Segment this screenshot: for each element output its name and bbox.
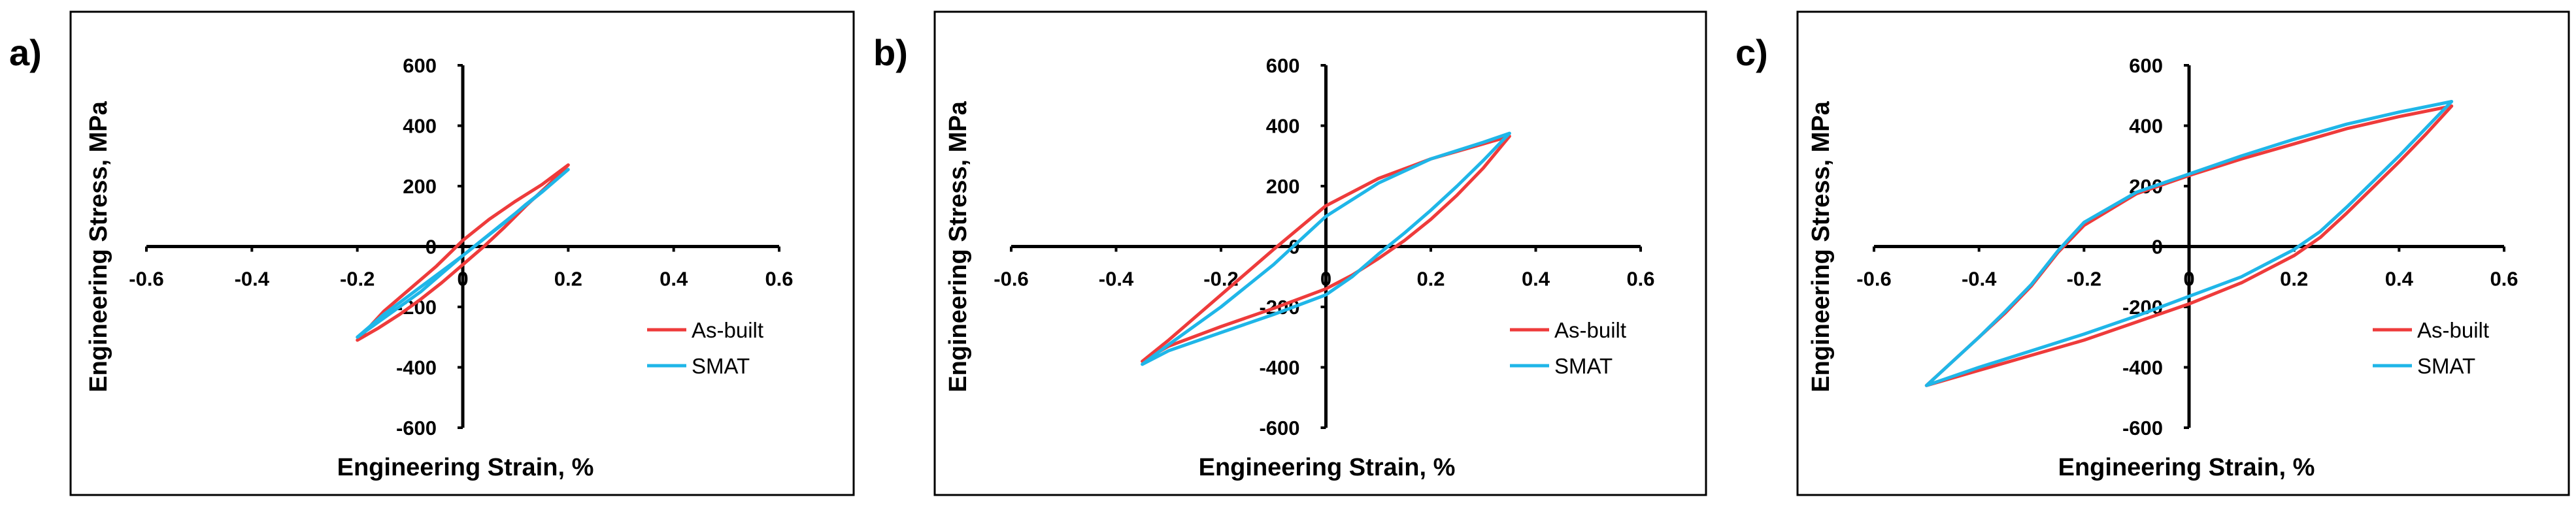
panel-a-x-tick-label: 0 xyxy=(457,268,468,291)
panel-c-legend-label-as-built: As-built xyxy=(2417,318,2489,342)
panel-b-legend-label-as-built: As-built xyxy=(1554,318,1626,342)
panel-a-label: a) xyxy=(9,32,42,73)
panel-a: a) Engineering Stress, MPa Engineering S… xyxy=(9,10,855,496)
panel-b-series xyxy=(1141,131,1511,366)
panel-b-x-tick-label: 0.6 xyxy=(1626,268,1654,291)
panel-b-series-as-built xyxy=(1141,135,1511,363)
panel-a-y-tick-label: 400 xyxy=(403,115,437,138)
panel-a-x-tick-label: 0.2 xyxy=(554,268,582,291)
panel-a-y-tick-label: 0 xyxy=(426,236,437,259)
panel-a-legend: As-built SMAT xyxy=(647,318,763,378)
panel-b-axes xyxy=(1010,64,1642,429)
panel-a-y-tick-label: 200 xyxy=(403,175,437,198)
panel-b-y-tick-label: 200 xyxy=(1266,175,1300,198)
panel-c-y-tick-label: 0 xyxy=(2152,236,2163,259)
panel-a-legend-label-as-built: As-built xyxy=(692,318,763,342)
panel-b: b) Engineering Stress, MPa Engineering S… xyxy=(873,10,1707,496)
panel-c-y-axis-title: Engineering Stress, MPa xyxy=(1807,101,1835,392)
panel-a-series-smat xyxy=(356,168,570,339)
panel-c-x-tick-label: -0.4 xyxy=(1962,268,1997,291)
panel-b-frame xyxy=(933,10,1707,496)
panel-b-x-tick-label: 0.2 xyxy=(1416,268,1445,291)
panel-c-x-tick-label: 0.4 xyxy=(2385,268,2414,291)
panel-a-tick-labels: -0.6 -0.4 -0.2 0 0.2 0.4 0.66004002000-200-400… xyxy=(129,54,793,439)
panel-a-x-tick-label: 0.6 xyxy=(765,268,793,291)
panel-b-y-tick-label: 600 xyxy=(1266,54,1300,77)
panel-a-x-tick-label: -0.2 xyxy=(340,268,375,291)
panel-a-x-tick-label: -0.4 xyxy=(235,268,270,291)
panel-a-y-tick-label: -400 xyxy=(396,357,437,379)
panel-c-y-tick-label: -400 xyxy=(2122,357,2163,379)
panel-a-y-tick-label: -600 xyxy=(396,417,437,439)
panel-b-y-tick-label: -600 xyxy=(1259,417,1299,439)
panel-c-axes xyxy=(1873,64,2505,429)
panel-c-label: c) xyxy=(1735,32,1768,73)
panel-a-x-axis-title: Engineering Strain, % xyxy=(337,454,594,481)
panel-c-x-tick-label: -0.6 xyxy=(1856,268,1891,291)
panel-c-x-axis-title: Engineering Strain, % xyxy=(2058,454,2315,481)
panel-b-x-tick-label: 0.4 xyxy=(1522,268,1550,291)
panel-c-y-tick-label: 600 xyxy=(2129,54,2163,77)
panel-b-x-tick-label: -0.4 xyxy=(1099,268,1134,291)
panel-c-x-tick-label: 0.2 xyxy=(2280,268,2308,291)
panel-c-x-tick-label: 0.6 xyxy=(2490,268,2518,291)
panel-a-legend-label-smat: SMAT xyxy=(692,354,750,378)
panel-b-series-smat xyxy=(1141,131,1511,366)
panel-a-x-tick-label: -0.6 xyxy=(129,268,163,291)
panel-c-legend-label-smat: SMAT xyxy=(2417,354,2475,378)
panel-b-x-tick-label: -0.2 xyxy=(1203,268,1238,291)
panel-c-y-tick-label: -600 xyxy=(2122,417,2163,439)
panel-a-x-tick-label: 0.4 xyxy=(660,268,688,291)
panel-a-series xyxy=(356,163,570,342)
panel-c-x-tick-label: -0.2 xyxy=(2067,268,2101,291)
panel-b-label: b) xyxy=(873,32,908,73)
panel-b-legend-label-smat: SMAT xyxy=(1554,354,1613,378)
panel-a-axes xyxy=(145,64,780,429)
panel-a-y-axis-title: Engineering Stress, MPa xyxy=(85,101,112,392)
panel-a-y-tick-label: 600 xyxy=(403,54,437,77)
panel-c: c) Engineering Stress, MPa Engineering S… xyxy=(1735,10,2570,496)
panel-c-y-tick-label: 400 xyxy=(2129,115,2163,138)
panel-b-y-tick-label: -400 xyxy=(1259,357,1299,379)
panel-b-x-tick-label: 0 xyxy=(1320,268,1331,291)
panel-b-legend: As-built SMAT xyxy=(1510,318,1626,378)
panel-c-series xyxy=(1924,100,2454,387)
panel-b-tick-labels: -0.6 -0.4 -0.2 0 0.2 0.4 0.66004002000-200-400… xyxy=(994,54,1654,439)
panel-b-y-tick-label: 400 xyxy=(1266,115,1300,138)
panel-c-frame xyxy=(1796,10,2570,496)
panel-b-x-tick-label: -0.6 xyxy=(994,268,1028,291)
panel-c-x-tick-label: 0 xyxy=(2183,268,2194,291)
panel-c-legend: As-built SMAT xyxy=(2373,318,2489,378)
panel-c-series-smat xyxy=(1924,100,2454,387)
panel-b-y-axis-title: Engineering Stress, MPa xyxy=(945,101,972,392)
panel-b-x-axis-title: Engineering Strain, % xyxy=(1199,454,1456,481)
